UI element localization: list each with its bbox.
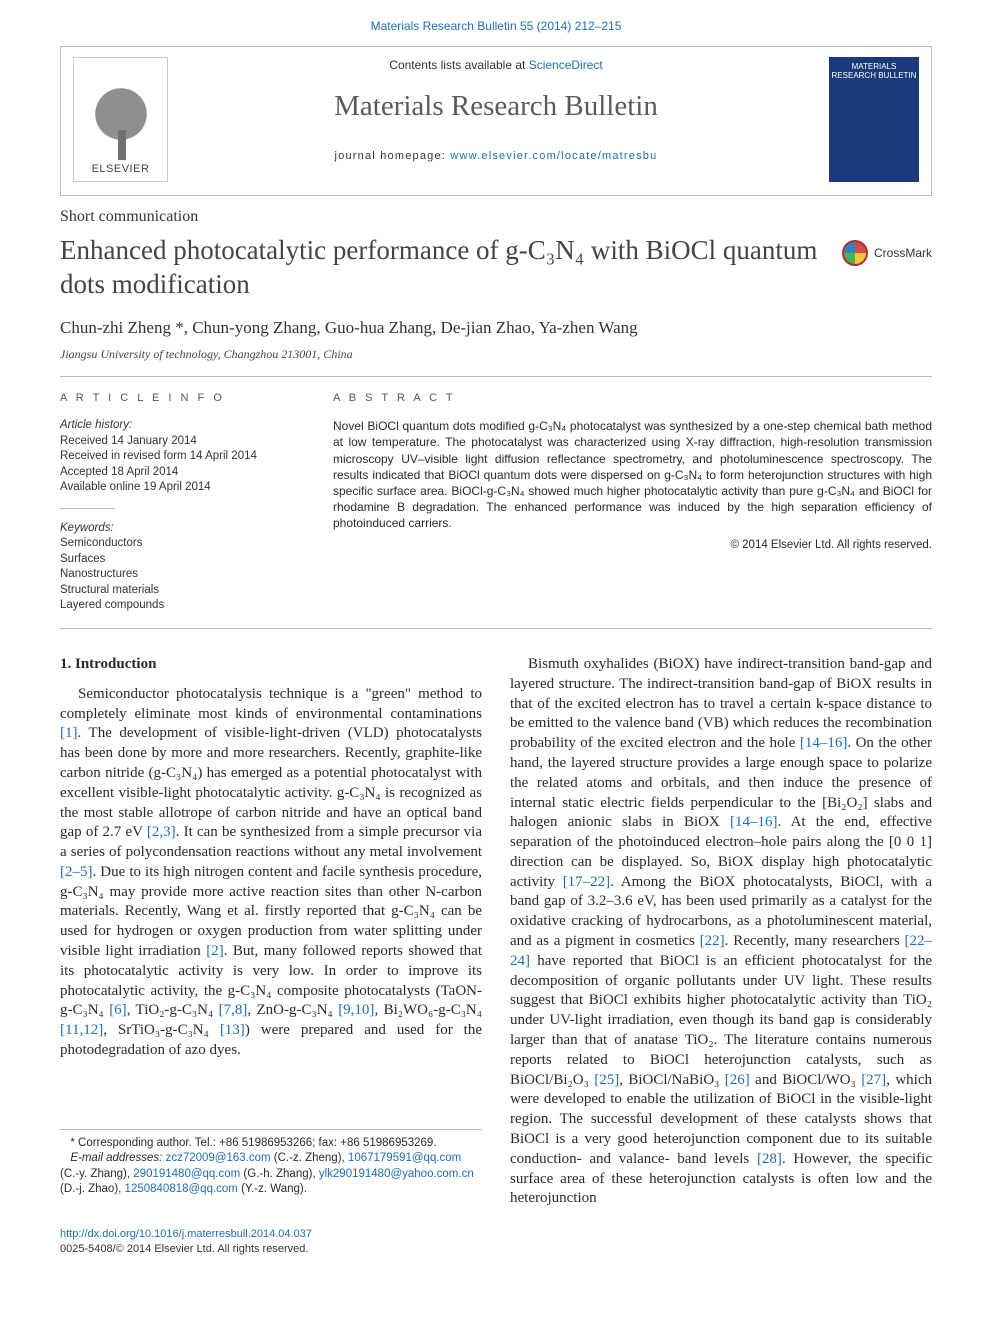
- journal-title: Materials Research Bulletin: [201, 87, 791, 126]
- crossmark-icon: [842, 240, 868, 266]
- keyword: Layered compounds: [60, 598, 305, 614]
- email-link[interactable]: 1250840818@qq.com: [125, 1183, 238, 1195]
- intro-heading: 1. Introduction: [60, 655, 482, 675]
- corr-author-line: * Corresponding author. Tel.: +86 519869…: [60, 1136, 482, 1152]
- ref-link[interactable]: [2–5]: [60, 864, 93, 880]
- article-title: Enhanced photocatalytic performance of g…: [60, 234, 832, 302]
- crossmark-label: CrossMark: [874, 245, 932, 261]
- ref-link[interactable]: [7,8]: [219, 1002, 248, 1018]
- history-line: Received in revised form 14 April 2014: [60, 449, 305, 465]
- abstract-text: Novel BiOCl quantum dots modified g-C₃N₄…: [333, 418, 932, 531]
- emails-label: E-mail addresses:: [70, 1152, 165, 1164]
- keywords-head: Keywords:: [60, 521, 305, 537]
- article-type: Short communication: [60, 206, 932, 228]
- ref-link[interactable]: [2]: [206, 943, 224, 959]
- contents-list-line: Contents lists available at ScienceDirec…: [201, 57, 791, 73]
- divider: [60, 628, 932, 629]
- ref-link[interactable]: [14–16]: [730, 814, 778, 830]
- running-head-link[interactable]: Materials Research Bulletin 55 (2014) 21…: [371, 19, 622, 33]
- ref-link[interactable]: [2,3]: [147, 824, 176, 840]
- ref-link[interactable]: [11,12]: [60, 1022, 103, 1038]
- ref-link[interactable]: [9,10]: [338, 1002, 374, 1018]
- email-link[interactable]: zcz72009@163.com: [166, 1152, 271, 1164]
- history-line: Received 14 January 2014: [60, 434, 305, 450]
- keyword: Structural materials: [60, 583, 305, 599]
- ref-link[interactable]: [1]: [60, 725, 78, 741]
- short-divider: [60, 508, 115, 509]
- issn-copyright: 0025-5408/© 2014 Elsevier Ltd. All right…: [60, 1242, 932, 1257]
- ref-link[interactable]: [25]: [594, 1072, 619, 1088]
- elsevier-logo: ELSEVIER: [73, 57, 168, 182]
- ref-link[interactable]: [26]: [725, 1072, 750, 1088]
- keyword: Surfaces: [60, 552, 305, 568]
- elsevier-tree-icon: [91, 82, 151, 162]
- abstract-heading: A B S T R A C T: [333, 391, 932, 406]
- email-link[interactable]: 1067179591@qq.com: [348, 1152, 461, 1164]
- email-link[interactable]: ylk290191480@yahoo.com.cn: [319, 1168, 474, 1180]
- crossmark-widget[interactable]: CrossMark: [842, 240, 932, 266]
- ref-link[interactable]: [14–16]: [800, 735, 848, 751]
- corresponding-author-footnote: * Corresponding author. Tel.: +86 519869…: [60, 1129, 482, 1198]
- intro-paragraph-2: Bismuth oxyhalides (BiOX) have indirect-…: [510, 655, 932, 1209]
- journal-cover-title: MATERIALS RESEARCH BULLETIN: [829, 63, 919, 81]
- article-history-head: Article history:: [60, 418, 305, 434]
- history-line: Accepted 18 April 2014: [60, 465, 305, 481]
- abstract-box: A B S T R A C T Novel BiOCl quantum dots…: [333, 391, 932, 614]
- ref-link[interactable]: [13]: [220, 1022, 245, 1038]
- elsevier-wordmark: ELSEVIER: [92, 162, 150, 181]
- history-line: Available online 19 April 2014: [60, 480, 305, 496]
- keyword: Nanostructures: [60, 567, 305, 583]
- journal-homepage-line: journal homepage: www.elsevier.com/locat…: [201, 149, 791, 164]
- doi-footer: http://dx.doi.org/10.1016/j.materresbull…: [60, 1227, 932, 1257]
- journal-banner: ELSEVIER Contents lists available at Sci…: [60, 46, 932, 196]
- sciencedirect-link[interactable]: ScienceDirect: [529, 58, 603, 72]
- ref-link[interactable]: [28]: [757, 1151, 782, 1167]
- contents-prefix: Contents lists available at: [389, 58, 528, 72]
- affiliation: Jiangsu University of technology, Changz…: [60, 346, 932, 362]
- homepage-prefix: journal homepage:: [335, 150, 451, 162]
- author-list: Chun-zhi Zheng *, Chun-yong Zhang, Guo-h…: [60, 317, 932, 340]
- article-info-heading: A R T I C L E I N F O: [60, 391, 305, 406]
- email-link[interactable]: 290191480@qq.com: [133, 1168, 240, 1180]
- running-head: Materials Research Bulletin 55 (2014) 21…: [0, 0, 992, 46]
- ref-link[interactable]: [6]: [109, 1002, 127, 1018]
- ref-link[interactable]: [27]: [861, 1072, 886, 1088]
- keyword: Semiconductors: [60, 536, 305, 552]
- article-info-box: A R T I C L E I N F O Article history: R…: [60, 391, 305, 614]
- divider: [60, 376, 932, 377]
- intro-paragraph-1: Semiconductor photocatalysis technique i…: [60, 685, 482, 1061]
- email-addresses: E-mail addresses: zcz72009@163.com (C.-z…: [60, 1151, 482, 1198]
- journal-homepage-link[interactable]: www.elsevier.com/locate/matresbu: [450, 150, 657, 162]
- doi-link[interactable]: http://dx.doi.org/10.1016/j.materresbull…: [60, 1228, 312, 1240]
- body-column-left: 1. Introduction Semiconductor photocatal…: [60, 655, 482, 1209]
- body-column-right: Bismuth oxyhalides (BiOX) have indirect-…: [510, 655, 932, 1209]
- authors-text: Chun-zhi Zheng *, Chun-yong Zhang, Guo-h…: [60, 318, 638, 337]
- abstract-copyright: © 2014 Elsevier Ltd. All rights reserved…: [333, 538, 932, 554]
- ref-link[interactable]: [22]: [700, 933, 725, 949]
- ref-link[interactable]: [17–22]: [563, 874, 611, 890]
- journal-cover-thumbnail: MATERIALS RESEARCH BULLETIN: [829, 57, 919, 182]
